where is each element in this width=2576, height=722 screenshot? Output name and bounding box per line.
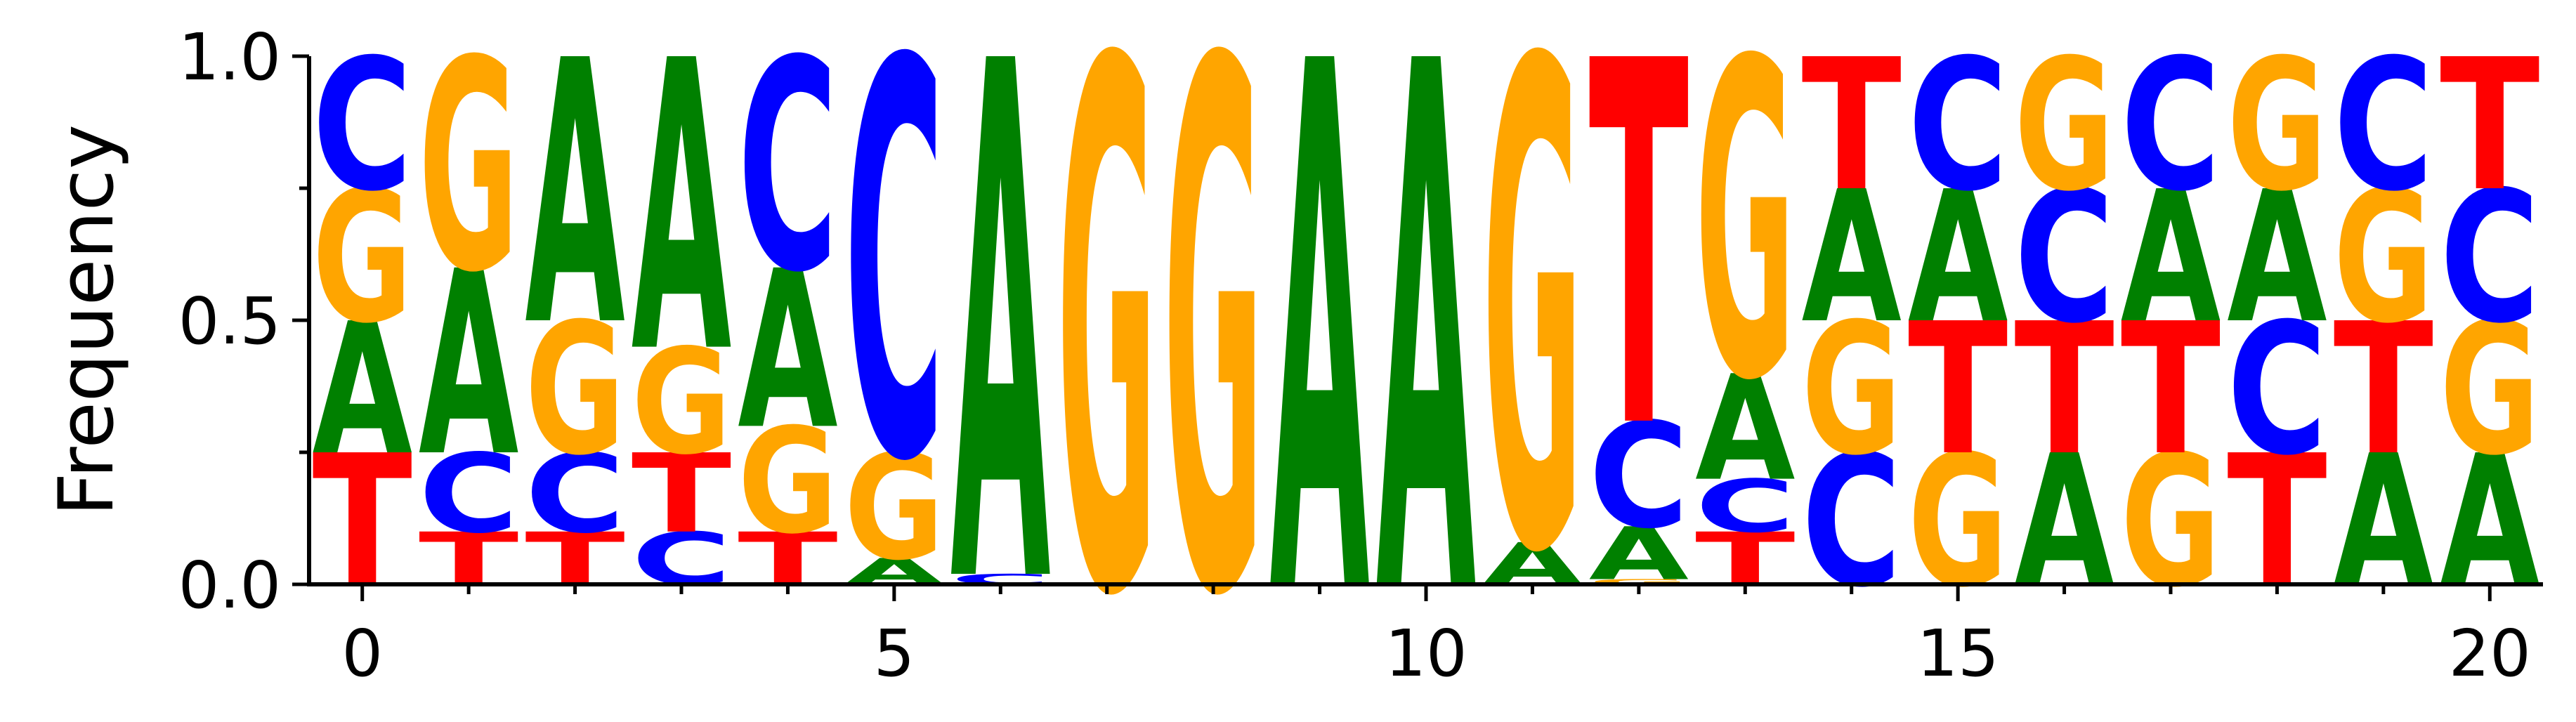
logo-letter-G-pos-5: G (844, 424, 944, 592)
logo-letter-A-pos-2: A (525, 0, 626, 407)
logo-letter-C-pos-2: C (525, 431, 625, 558)
logo-letter-T-pos-19: T (2334, 284, 2433, 495)
logo-letter-G-pos-1: G (419, 0, 518, 336)
y-axis-label: Frequency (43, 124, 131, 516)
logo-letter-G-pos-2: G (525, 284, 625, 495)
logo-letter-A-pos-0: A (313, 284, 412, 495)
logo-letter-C-pos-15: C (1908, 20, 2008, 231)
logo-letter-C-pos-13: C (1695, 464, 1795, 549)
y-tick-label: 1.0 (178, 20, 281, 95)
logo-letter-A-pos-6: A (950, 0, 1052, 722)
logo-letter-T-pos-17: T (2121, 284, 2221, 495)
logo-letter-A-pos-14: A (1802, 152, 1902, 363)
logo-letter-G-pos-19: G (2334, 152, 2433, 363)
x-tick-label: 0 (341, 616, 383, 691)
logo-letter-A-pos-15: A (1908, 152, 2008, 363)
logo-letter-C-pos-20: C (2440, 152, 2539, 363)
logo-letter-C-pos-19: C (2334, 20, 2433, 231)
logo-letter-C-pos-4: C (738, 0, 837, 336)
x-tick-label: 5 (874, 616, 915, 691)
logo-letter-C-pos-17: C (2121, 20, 2221, 231)
logo-letter-G-pos-11: G (1482, 0, 1582, 700)
logo-letter-T-pos-20: T (2440, 20, 2539, 231)
logo-letter-G-pos-0: G (313, 152, 412, 363)
logo-letter-C-pos-12: C (1589, 393, 1689, 561)
logo-letter-C-pos-5: C (844, 0, 944, 582)
logo-letter-G-pos-4: G (738, 397, 837, 565)
logo-letter-A-pos-17: A (2121, 152, 2221, 363)
logo-letter-C-pos-0: C (313, 20, 412, 231)
x-ticks: 0 5 10 15 20 (341, 584, 2531, 691)
logo-letter-A-pos-13: A (1695, 346, 1795, 514)
logo-letter-A-pos-4: A (738, 225, 837, 478)
x-tick-label: 20 (2449, 616, 2531, 691)
y-tick-label: 0.5 (178, 284, 281, 359)
logo-letter-A-pos-3: A (632, 0, 733, 441)
logo-letter-A-pos-10: A (1376, 0, 1477, 722)
y-tick-label: 0.0 (178, 548, 281, 623)
logo-letter-G-pos-16: G (2014, 20, 2114, 231)
logo-letter-T-pos-12: T (1589, 0, 1689, 539)
x-tick-label: 10 (1385, 616, 1467, 691)
logo-letter-C-pos-1: C (419, 431, 518, 558)
x-tick-label: 15 (1917, 616, 1999, 691)
logo-letter-A-pos-1: A (419, 217, 520, 513)
logo-letter-G-pos-14: G (1802, 284, 1902, 495)
logo-letter-G-pos-3: G (632, 317, 731, 486)
logo-letter-T-pos-3: T (632, 431, 731, 557)
y-ticks: 0.0 0.5 1.0 (178, 20, 309, 623)
logo-letter-G-pos-8: G (1163, 0, 1263, 722)
logo-letter-T-pos-15: T (1908, 284, 2008, 495)
logo-letter-G-pos-13: G (1695, 0, 1795, 476)
logo-letter-T-pos-14: T (1802, 20, 1902, 231)
logo-letter-G-pos-18: G (2227, 20, 2327, 231)
logo-letter-C-pos-16: C (2014, 152, 2114, 363)
logo-letter-T-pos-16: T (2014, 284, 2114, 495)
logo-letter-G-pos-20: G (2440, 284, 2539, 495)
logo-letter-G-pos-7: G (1057, 0, 1157, 722)
logo-letter-A-pos-9: A (1269, 0, 1371, 722)
logo-letter-C-pos-18: C (2227, 284, 2327, 495)
logo-letter-A-pos-18: A (2227, 152, 2327, 363)
